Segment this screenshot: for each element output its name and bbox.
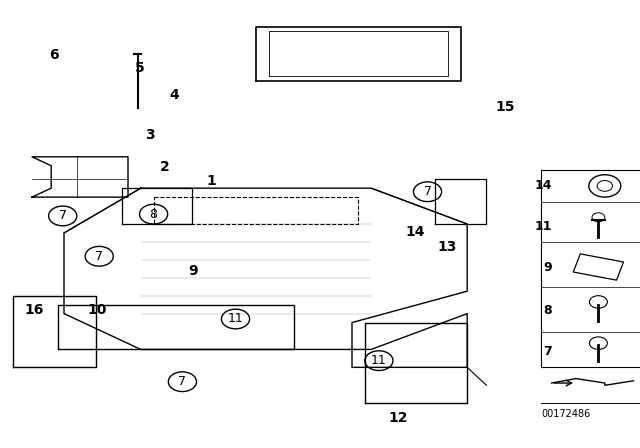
Text: 5: 5	[134, 61, 145, 75]
Text: 9: 9	[543, 260, 552, 274]
Text: 7: 7	[59, 209, 67, 223]
Text: 00172486: 00172486	[542, 409, 591, 419]
Text: 3: 3	[145, 128, 156, 142]
Text: 11: 11	[534, 220, 552, 233]
Text: 12: 12	[388, 410, 408, 425]
Bar	[573, 254, 623, 280]
Text: 7: 7	[95, 250, 103, 263]
Text: 11: 11	[371, 354, 387, 367]
Text: 14: 14	[534, 179, 552, 193]
Text: 2: 2	[160, 159, 170, 174]
Text: 10: 10	[88, 303, 107, 317]
Text: 11: 11	[228, 312, 243, 326]
Text: 1: 1	[206, 174, 216, 189]
Text: 15: 15	[496, 99, 515, 114]
Text: 8: 8	[150, 207, 157, 221]
Text: 13: 13	[437, 240, 456, 254]
Text: 7: 7	[543, 345, 552, 358]
Text: 9: 9	[188, 264, 198, 278]
Text: 7: 7	[424, 185, 431, 198]
Text: 4: 4	[169, 88, 179, 102]
Text: 7: 7	[179, 375, 186, 388]
Text: 14: 14	[405, 225, 424, 239]
Text: 16: 16	[24, 303, 44, 317]
Text: 8: 8	[543, 303, 552, 317]
Text: 6: 6	[49, 47, 60, 62]
